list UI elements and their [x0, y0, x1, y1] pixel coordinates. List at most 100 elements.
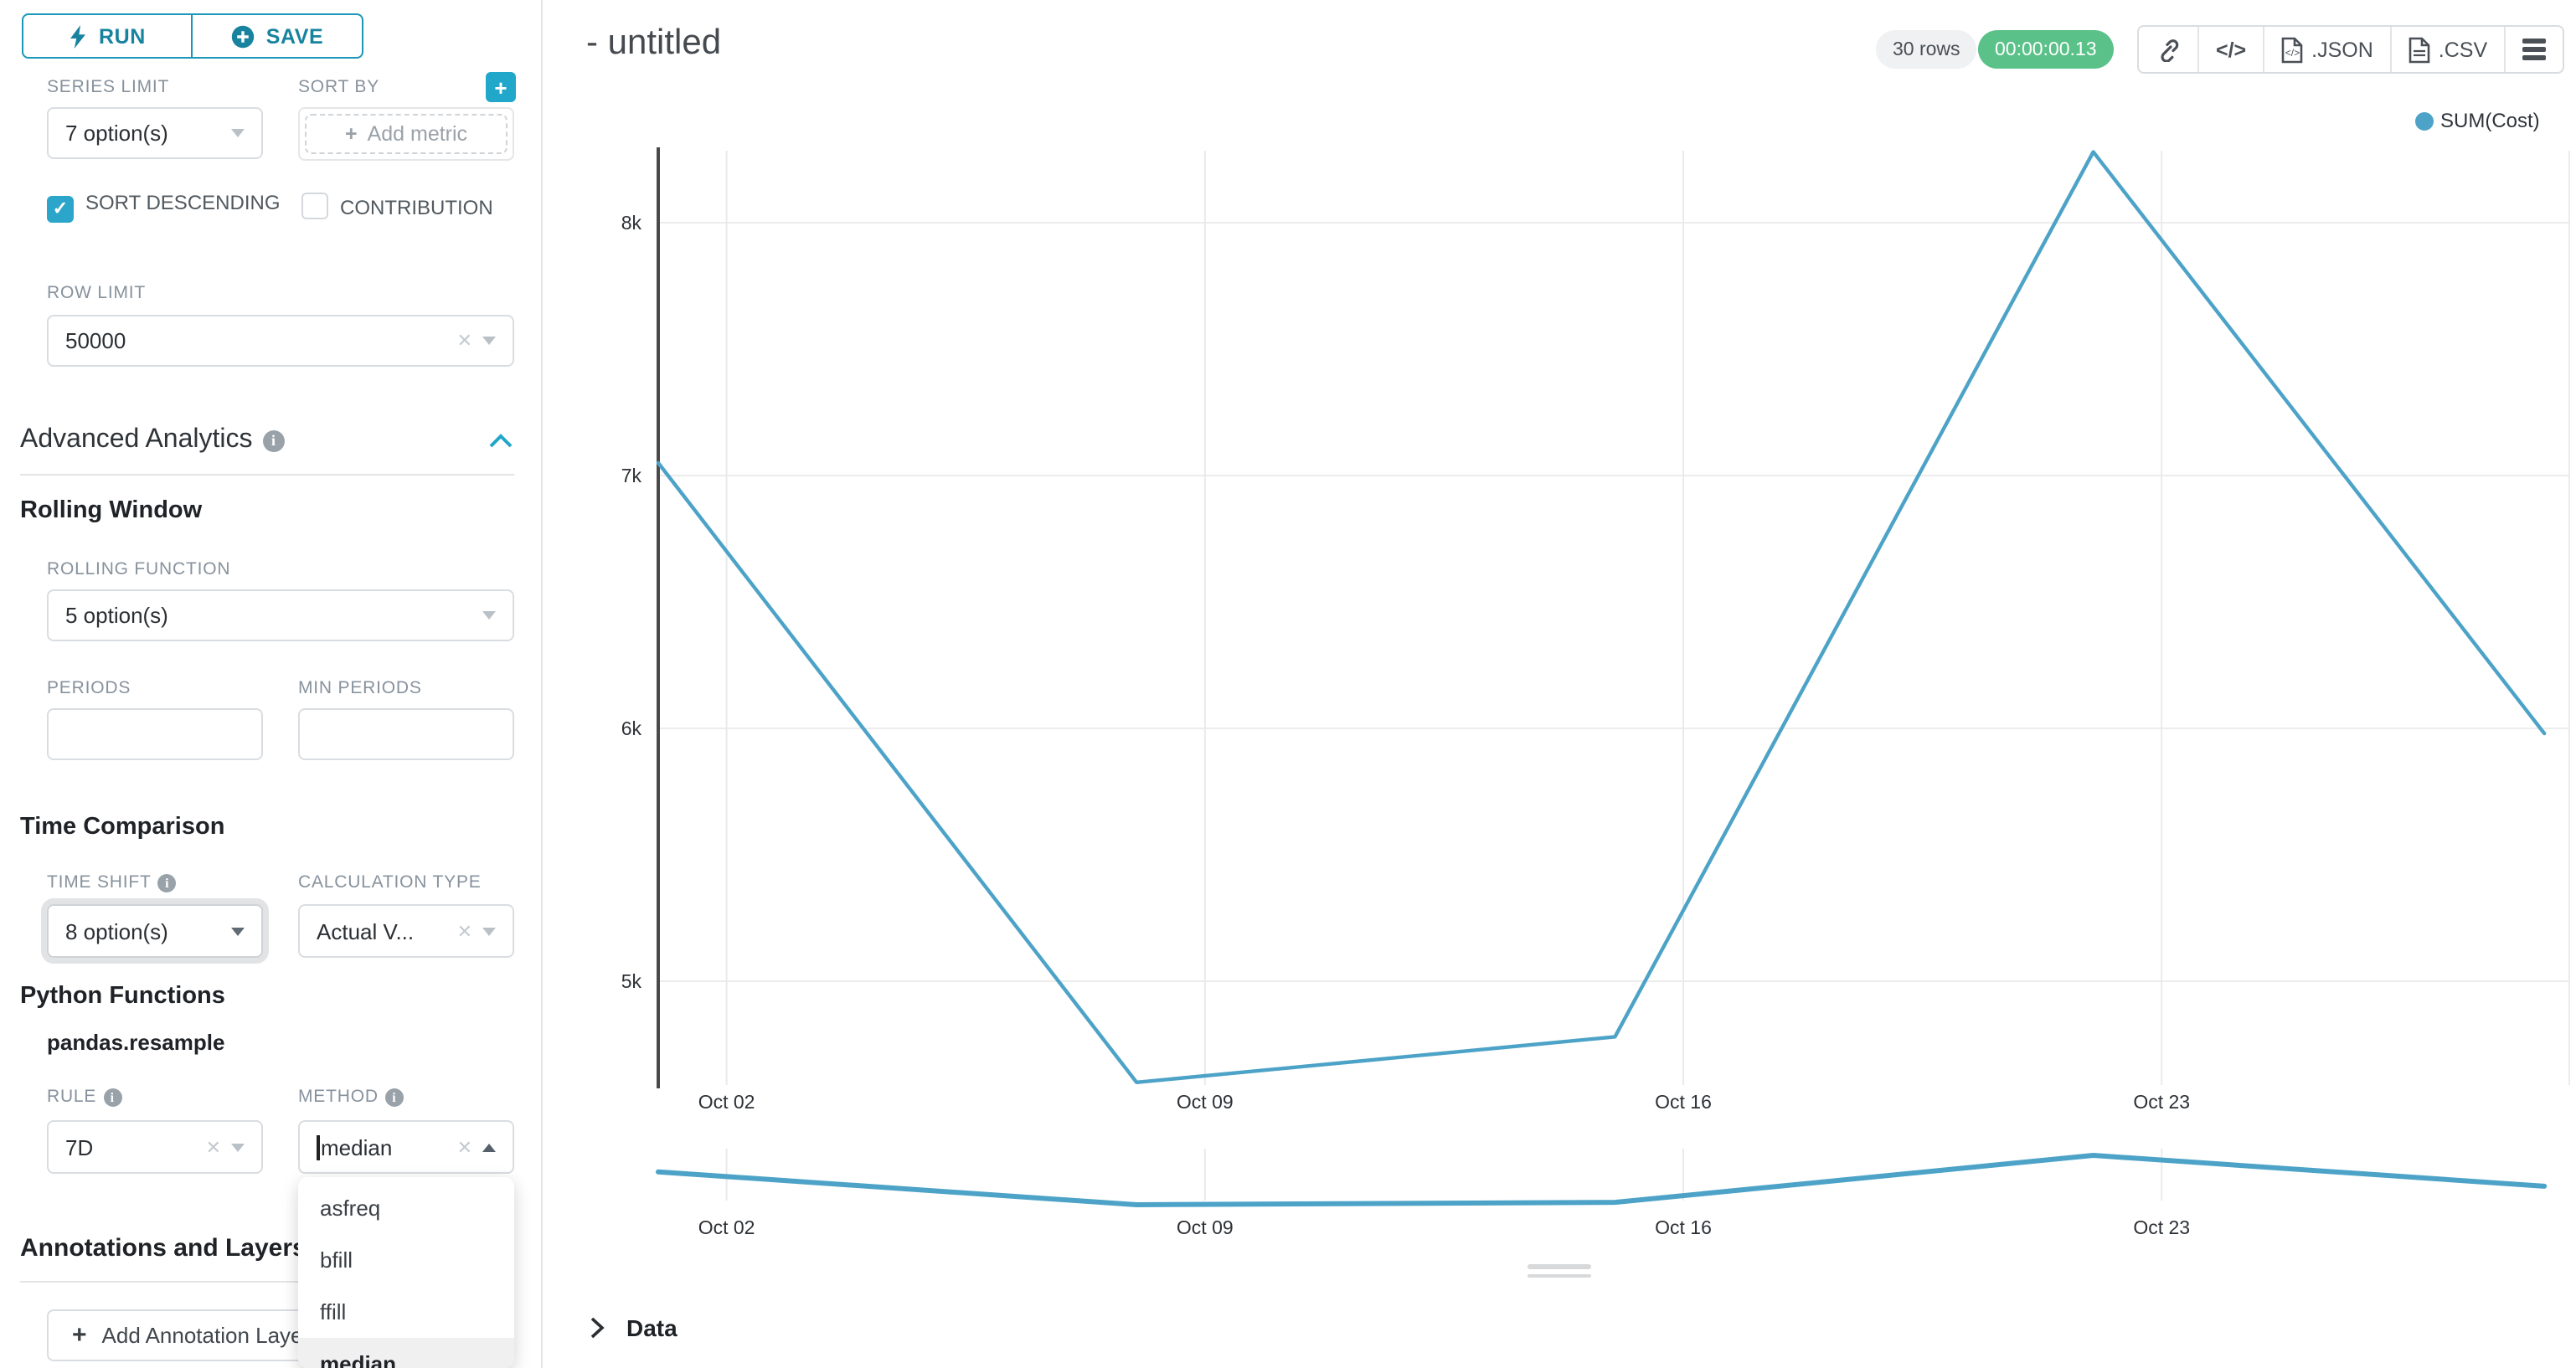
sort-descending-checkbox-row[interactable]: ✓ SORT DESCENDING	[47, 188, 281, 222]
calculation-type-label: CALCULATION TYPE	[298, 872, 482, 892]
mini-series-line-SUM(Cost)[interactable]	[656, 1153, 2548, 1207]
chart-menu-button[interactable]	[2504, 27, 2563, 72]
row-count-badge: 30 rows	[1876, 30, 1977, 69]
advanced-analytics-section[interactable]: Advanced Analytics i	[20, 425, 285, 455]
contribution-checkbox[interactable]	[301, 193, 328, 219]
x-axis-tick-label: Oct 09	[1177, 1091, 1234, 1113]
clear-icon[interactable]: ✕	[456, 1138, 472, 1158]
export-csv-button[interactable]: .CSV	[2389, 27, 2504, 72]
sort-by-add-metric[interactable]: + Add metric	[298, 107, 514, 161]
chart-legend[interactable]: SUM(Cost)	[2415, 109, 2540, 132]
chevron-down-icon	[231, 129, 245, 137]
section-divider	[20, 1281, 514, 1283]
info-icon[interactable]: i	[262, 429, 285, 451]
calculation-type-select[interactable]: Actual V... ✕	[298, 904, 514, 958]
lightning-icon	[70, 24, 85, 48]
sort-descending-label: SORT DESCENDING	[85, 191, 281, 214]
code-icon: </>	[2216, 38, 2247, 61]
add-metric-placeholder: Add metric	[367, 122, 468, 146]
series-line-SUM(Cost)[interactable]	[656, 150, 2547, 1085]
periods-label: PERIODS	[47, 678, 131, 698]
mini-x-axis-tick-label: Oct 09	[1177, 1216, 1234, 1238]
min-periods-label: MIN PERIODS	[298, 678, 422, 698]
pandas-resample-title: pandas.resample	[47, 1030, 225, 1055]
method-label: METHOD i	[298, 1087, 404, 1107]
mini-x-axis-tick-label: Oct 23	[2133, 1216, 2190, 1238]
x-axis-tick-label: Oct 16	[1655, 1091, 1712, 1113]
export-csv-label: .CSV	[2438, 38, 2488, 61]
min-periods-input[interactable]	[298, 708, 514, 760]
rule-label: RULE i	[47, 1087, 122, 1107]
series-limit-value: 7 option(s)	[65, 121, 168, 146]
rolling-function-select[interactable]: 5 option(s)	[47, 589, 514, 641]
data-panel-label: Data	[626, 1314, 677, 1341]
export-toolbar: </> </> .JSON .CSV	[2137, 25, 2565, 74]
time-shift-select[interactable]: 8 option(s)	[47, 904, 263, 958]
info-icon[interactable]: i	[384, 1088, 404, 1106]
annotations-title: Annotations and Layers	[20, 1234, 307, 1263]
mini-x-axis-tick-label: Oct 02	[698, 1216, 755, 1238]
clear-icon[interactable]: ✕	[456, 922, 472, 942]
time-shift-label-text: TIME SHIFT	[47, 872, 152, 892]
method-option-median[interactable]: median	[298, 1338, 514, 1368]
csv-file-icon	[2409, 36, 2430, 63]
y-axis-tick-label: 6k	[621, 717, 642, 739]
series-limit-select[interactable]: 7 option(s)	[47, 107, 263, 159]
chart-title: - untitled	[586, 23, 722, 62]
python-functions-title: Python Functions	[20, 983, 225, 1010]
svg-text:</>: </>	[2285, 46, 2300, 58]
plus-icon: +	[344, 122, 358, 146]
rolling-window-title: Rolling Window	[20, 497, 203, 524]
run-save-button-group: RUN SAVE	[22, 13, 363, 59]
view-query-button[interactable]: </>	[2197, 27, 2263, 72]
method-option-bfill[interactable]: bfill	[320, 1247, 353, 1273]
chevron-up-icon	[482, 1143, 496, 1151]
rolling-function-label: ROLLING FUNCTION	[47, 559, 231, 579]
rule-label-text: RULE	[47, 1087, 97, 1107]
link-icon	[2161, 39, 2179, 62]
periods-input[interactable]	[47, 708, 263, 760]
chevron-up-icon[interactable]	[489, 434, 513, 449]
chevron-right-icon	[590, 1317, 605, 1339]
sort-descending-checkbox[interactable]: ✓	[47, 195, 74, 222]
method-option-ffill[interactable]: ffill	[320, 1299, 347, 1324]
json-file-icon: </>	[2281, 36, 2303, 63]
rule-select[interactable]: 7D ✕	[47, 1120, 263, 1174]
method-select[interactable]: median ✕	[298, 1120, 514, 1174]
run-button-label: RUN	[99, 24, 146, 48]
plus-circle-icon	[231, 24, 254, 48]
legend-dot-icon	[2415, 111, 2434, 130]
add-metric-plus-button[interactable]: +	[486, 72, 516, 102]
data-panel-toggle[interactable]: Data	[590, 1314, 677, 1341]
y-axis-tick-label: 7k	[621, 465, 642, 486]
query-duration-badge: 00:00:00.13	[1978, 30, 2114, 69]
time-shift-label: TIME SHIFT i	[47, 872, 177, 892]
run-button[interactable]: RUN	[22, 13, 193, 59]
control-panel: RUN SAVE SERIES LIMIT 7 option(s) SORT B…	[0, 0, 543, 1368]
sort-by-label: SORT BY	[298, 77, 380, 97]
method-value-text: median	[321, 1134, 393, 1160]
copy-link-button[interactable]	[2139, 27, 2197, 72]
mini-x-axis-tick-label: Oct 16	[1655, 1216, 1712, 1238]
contribution-checkbox-row[interactable]: CONTRIBUTION	[301, 193, 536, 223]
chevron-down-icon	[231, 1143, 245, 1151]
method-option-asfreq[interactable]: asfreq	[320, 1196, 381, 1221]
row-limit-value: 50000	[65, 328, 126, 353]
contribution-label: CONTRIBUTION	[340, 196, 493, 219]
method-label-text: METHOD	[298, 1087, 379, 1107]
clear-icon[interactable]: ✕	[456, 332, 472, 352]
save-button[interactable]: SAVE	[193, 13, 363, 59]
y-axis-tick-label: 8k	[621, 212, 642, 234]
x-axis-tick-label: Oct 23	[2133, 1091, 2190, 1113]
info-icon[interactable]: i	[103, 1088, 122, 1106]
info-icon[interactable]: i	[157, 873, 177, 892]
save-button-label: SAVE	[265, 24, 324, 48]
row-limit-select[interactable]: 50000 ✕	[47, 315, 514, 367]
time-comparison-title: Time Comparison	[20, 814, 225, 841]
panel-resize-handle[interactable]	[1528, 1264, 1591, 1278]
chevron-down-icon	[482, 337, 496, 345]
clear-icon[interactable]: ✕	[205, 1138, 221, 1158]
export-json-button[interactable]: </> .JSON	[2263, 27, 2390, 72]
